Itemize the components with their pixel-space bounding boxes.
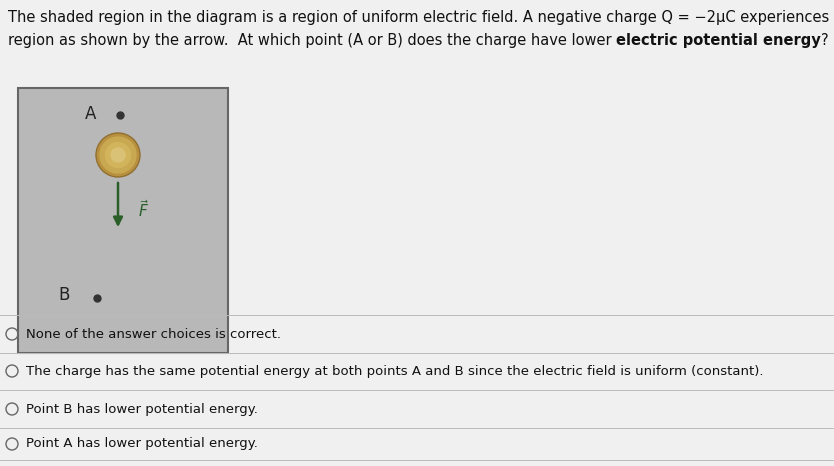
Text: region as shown by the arrow.  At which point (A or B) does the charge have lowe: region as shown by the arrow. At which p… [8, 33, 616, 48]
Text: B: B [58, 286, 69, 304]
Circle shape [96, 133, 140, 177]
Text: The shaded region in the diagram is a region of uniform electric field. A negati: The shaded region in the diagram is a re… [8, 10, 834, 25]
Circle shape [105, 142, 131, 168]
Text: $\vec{F}$: $\vec{F}$ [138, 199, 149, 220]
Circle shape [99, 136, 137, 174]
Circle shape [110, 147, 126, 163]
Text: The charge has the same potential energy at both points A and B since the electr: The charge has the same potential energy… [26, 364, 763, 377]
Text: Point A has lower potential energy.: Point A has lower potential energy. [26, 438, 258, 451]
Text: electric potential energy: electric potential energy [616, 33, 821, 48]
Text: ? Neglect gravity.: ? Neglect gravity. [821, 33, 834, 48]
Text: Point B has lower potential energy.: Point B has lower potential energy. [26, 403, 258, 416]
Bar [18, 88, 228, 353]
Text: A: A [85, 105, 97, 123]
Text: None of the answer choices is correct.: None of the answer choices is correct. [26, 328, 281, 341]
